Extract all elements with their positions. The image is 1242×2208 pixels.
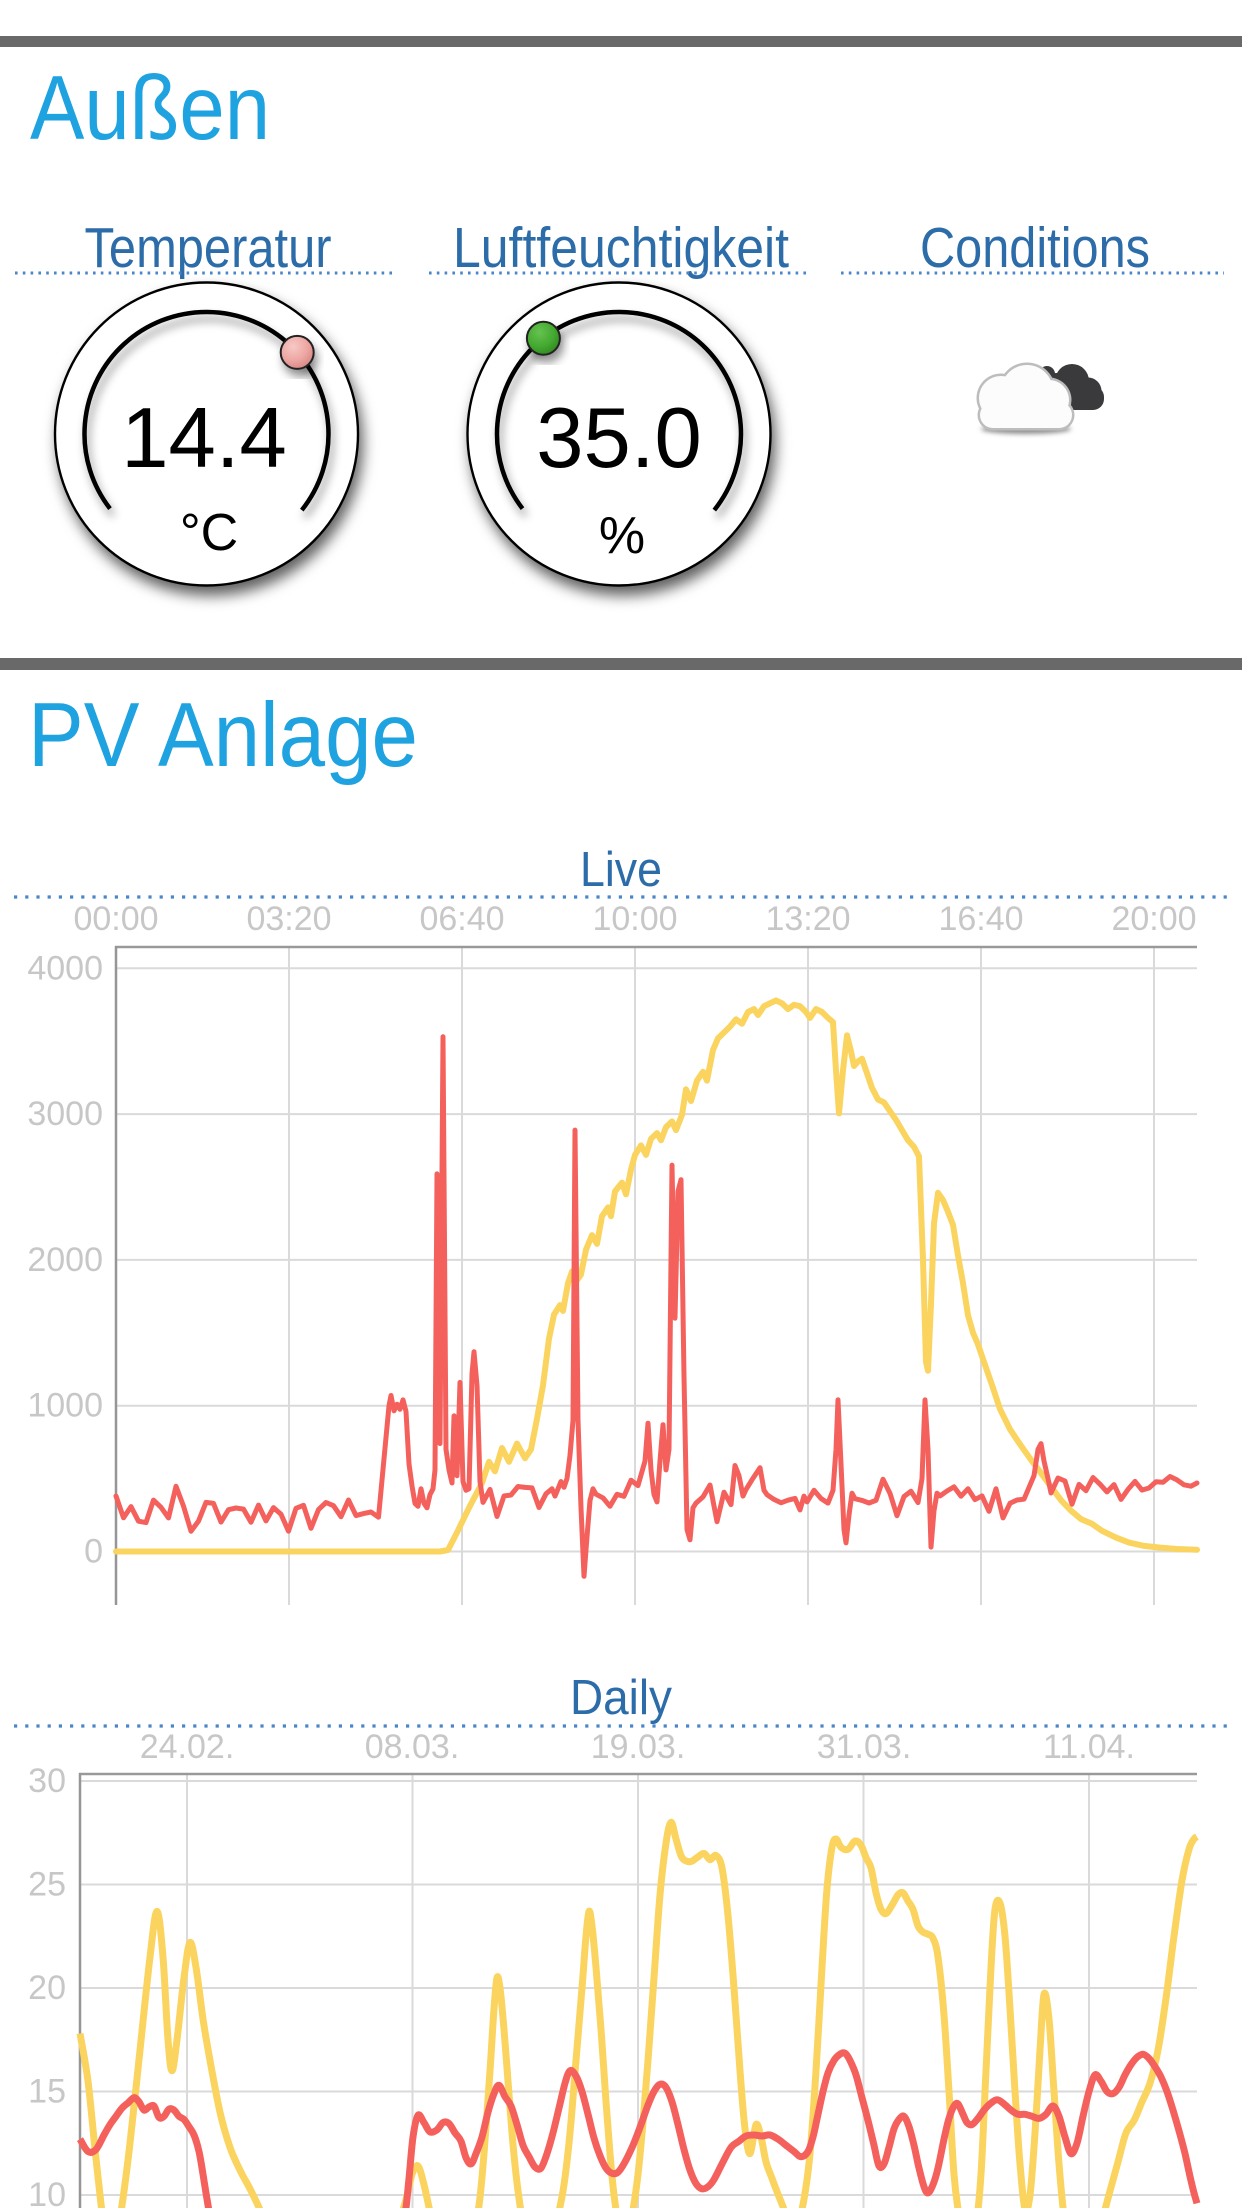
svg-text:20: 20 [28,1969,66,2007]
svg-text:11.04.: 11.04. [1043,1728,1135,1766]
svg-text:13:20: 13:20 [765,900,850,938]
svg-text:%: % [599,507,645,565]
svg-text:24.02.: 24.02. [140,1728,235,1766]
svg-text:Live: Live [580,843,662,897]
svg-text:Außen: Außen [30,58,270,159]
svg-text:10:00: 10:00 [592,900,677,938]
svg-text:19.03.: 19.03. [591,1728,686,1766]
svg-text:00:00: 00:00 [73,900,158,938]
svg-text:°C: °C [180,504,238,562]
svg-text:4000: 4000 [27,949,103,987]
svg-text:Conditions: Conditions [920,216,1150,280]
svg-text:0: 0 [84,1533,103,1571]
svg-text:3000: 3000 [27,1095,103,1133]
svg-text:Luftfeuchtigkeit: Luftfeuchtigkeit [453,216,789,280]
svg-text:03:20: 03:20 [246,900,331,938]
svg-text:25: 25 [28,1866,66,1904]
svg-text:30: 30 [28,1762,66,1800]
svg-text:1000: 1000 [27,1387,103,1425]
svg-text:15: 15 [28,2073,66,2111]
svg-text:06:40: 06:40 [419,900,504,938]
svg-text:PV Anlage: PV Anlage [28,685,418,786]
svg-text:2000: 2000 [27,1241,103,1279]
svg-text:10: 10 [28,2176,66,2208]
svg-text:35.0: 35.0 [536,391,701,486]
svg-text:Daily: Daily [570,1671,672,1725]
svg-text:16:40: 16:40 [938,900,1023,938]
svg-text:31.03.: 31.03. [817,1728,912,1766]
svg-text:08.03.: 08.03. [365,1728,460,1766]
svg-text:14.4: 14.4 [121,391,286,486]
svg-text:20:00: 20:00 [1111,900,1196,938]
svg-text:Temperatur: Temperatur [85,216,332,280]
